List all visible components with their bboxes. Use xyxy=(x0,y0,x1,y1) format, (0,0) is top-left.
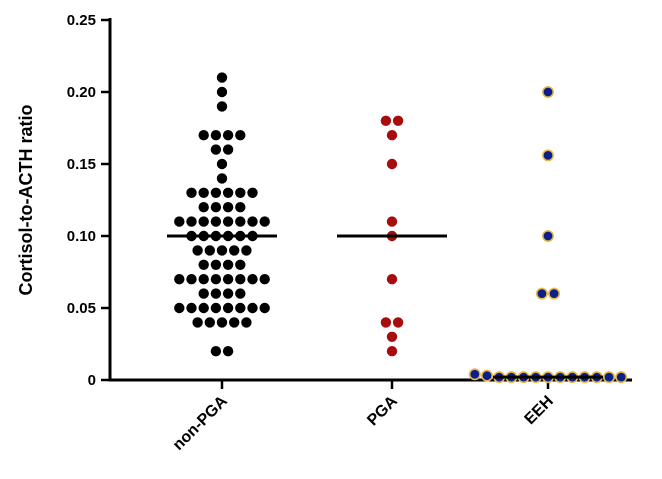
data-point xyxy=(222,302,234,314)
data-point xyxy=(216,158,228,170)
data-point xyxy=(174,302,185,314)
data-point xyxy=(210,346,222,357)
data-point xyxy=(216,317,228,328)
y-tick-label: 0.25 xyxy=(67,12,96,29)
data-point xyxy=(235,288,246,299)
data-point xyxy=(186,302,197,314)
data-point xyxy=(216,101,228,112)
data-point xyxy=(198,259,209,270)
data-point xyxy=(386,158,398,170)
data-point xyxy=(222,202,234,213)
data-point xyxy=(247,187,258,198)
y-axis: 0 0.05 0.10 0.15 0.20 0.25 xyxy=(67,12,112,389)
data-point xyxy=(386,216,398,227)
data-point xyxy=(216,86,228,98)
data-point xyxy=(229,245,240,256)
data-point xyxy=(222,346,234,357)
data-point xyxy=(222,288,234,299)
data-point xyxy=(380,317,392,328)
data-point xyxy=(386,130,398,141)
data-point xyxy=(541,86,554,99)
data-point xyxy=(548,287,561,300)
data-point xyxy=(259,302,270,314)
x-tick-label-pga: PGA xyxy=(364,392,401,429)
data-point xyxy=(210,187,222,198)
y-axis-label: Cortisol-to-ACTH ratio xyxy=(16,105,36,296)
data-point xyxy=(259,216,270,227)
data-point xyxy=(235,274,246,285)
median-lines xyxy=(167,234,603,379)
data-point xyxy=(210,288,222,299)
data-points xyxy=(174,72,628,384)
data-point xyxy=(198,288,209,299)
data-point xyxy=(241,317,252,328)
data-point xyxy=(222,130,234,141)
data-point xyxy=(174,274,185,285)
data-point xyxy=(192,317,203,328)
data-point xyxy=(222,187,234,198)
data-point xyxy=(216,173,228,184)
data-point xyxy=(174,216,185,227)
data-point xyxy=(247,274,258,285)
data-point xyxy=(247,216,258,227)
data-point xyxy=(222,259,234,270)
data-point xyxy=(535,287,548,300)
data-point xyxy=(468,368,481,381)
data-point xyxy=(480,369,493,382)
data-point xyxy=(386,331,398,342)
y-tick-label: 0.10 xyxy=(67,228,96,245)
y-tick-label: 0.20 xyxy=(67,84,96,101)
data-point xyxy=(235,259,246,270)
data-point xyxy=(615,371,628,384)
x-axis: non-PGA PGA EEH xyxy=(108,378,632,454)
data-point xyxy=(204,245,215,256)
data-point xyxy=(235,302,246,314)
data-point xyxy=(210,130,222,141)
data-point xyxy=(210,216,222,227)
data-point xyxy=(186,187,197,198)
data-point xyxy=(222,144,234,155)
data-point xyxy=(210,302,222,314)
y-tick-label: 0 xyxy=(88,372,96,389)
data-point xyxy=(210,274,222,285)
data-point xyxy=(235,202,246,213)
data-point xyxy=(392,115,404,127)
data-point xyxy=(192,245,203,256)
data-point xyxy=(241,245,252,256)
data-point xyxy=(541,230,554,243)
data-point xyxy=(198,202,209,213)
data-point xyxy=(386,274,398,285)
data-point xyxy=(198,187,209,198)
x-tick-label-non-pga: non-PGA xyxy=(170,392,231,453)
y-tick-label: 0.05 xyxy=(67,300,96,317)
x-tick-label-eeh: EEH xyxy=(522,393,557,428)
data-point xyxy=(186,216,197,227)
data-point xyxy=(222,216,234,227)
data-point xyxy=(380,115,392,127)
data-point xyxy=(198,216,209,227)
data-point xyxy=(210,259,222,270)
data-point xyxy=(210,144,222,155)
data-point xyxy=(259,274,270,285)
data-point xyxy=(216,245,228,256)
data-point xyxy=(541,149,554,162)
data-point xyxy=(198,130,209,141)
data-point xyxy=(216,72,228,83)
data-point xyxy=(186,274,197,285)
data-point xyxy=(198,274,209,285)
data-point xyxy=(222,274,234,285)
data-point xyxy=(198,302,209,314)
data-point xyxy=(235,187,246,198)
data-point xyxy=(386,346,398,357)
data-point xyxy=(210,202,222,213)
data-point xyxy=(602,371,615,384)
data-point xyxy=(235,216,246,227)
data-point xyxy=(247,302,258,314)
data-point xyxy=(229,317,240,328)
data-point xyxy=(204,317,215,328)
data-point xyxy=(235,130,246,141)
y-tick-label: 0.15 xyxy=(67,156,96,173)
data-point xyxy=(392,317,404,328)
